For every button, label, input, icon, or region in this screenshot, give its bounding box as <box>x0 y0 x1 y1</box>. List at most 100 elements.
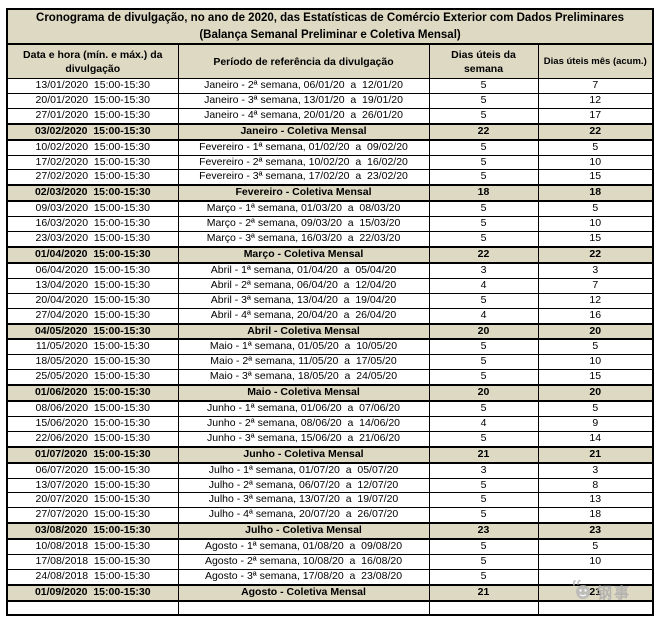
monthly-summary-row: 03/02/2020 15:00-15:30 Janeiro - Coletiva… <box>6 122 654 141</box>
cell-datetime: 03/08/2020 15:00-15:30 <box>6 522 179 541</box>
cell-datetime: 10/02/2020 15:00-15:30 <box>6 139 179 156</box>
cell-month-days: 21 <box>537 583 654 602</box>
weekly-row: 17/02/2020 15:00-15:30 Fevereiro - 2ª sem… <box>6 154 654 171</box>
weekly-row: 20/01/2020 15:00-15:30 Janeiro - 3ª seman… <box>6 92 654 109</box>
column-header-month-days: Dias úteis mês (acum.) <box>537 43 654 79</box>
cell-week-days: 5 <box>428 292 539 309</box>
cell-period: Fevereiro - 2ª semana, 10/02/20 a 16/02/… <box>177 154 430 171</box>
cell-month-days: 8 <box>537 477 654 494</box>
cell-week-days: 5 <box>428 354 539 371</box>
weekly-row: 06/07/2020 15:00-15:30 Julho - 1ª semana,… <box>6 462 654 479</box>
monthly-summary-row: 02/03/2020 15:00-15:30 Fevereiro - Coleti… <box>6 184 654 203</box>
cell-period <box>177 600 430 616</box>
cell-week-days: 5 <box>428 430 539 448</box>
cell-week-days: 5 <box>428 78 539 94</box>
cell-month-days: 21 <box>537 445 654 464</box>
cell-period: Julho - 1ª semana, 01/07/20 a 05/07/20 <box>177 462 430 479</box>
cell-datetime: 02/03/2020 15:00-15:30 <box>6 184 179 203</box>
weekly-row: 09/03/2020 15:00-15:30 Março - 1ª semana,… <box>6 200 654 218</box>
cell-month-days: 9 <box>537 415 654 432</box>
cell-week-days: 5 <box>428 200 539 218</box>
table-body: 13/01/2020 15:00-15:30 Janeiro - 2ª seman… <box>6 78 654 602</box>
cell-week-days: 20 <box>428 384 539 403</box>
weekly-row: 25/05/2020 15:00-15:30 Maio - 3ª semana, … <box>6 369 654 386</box>
cell-month-days: 5 <box>537 538 654 556</box>
monthly-summary-row: 04/05/2020 15:00-15:30 Abril - Coletiva M… <box>6 322 654 341</box>
cell-datetime: 13/04/2020 15:00-15:30 <box>6 277 179 294</box>
cell-month-days: 15 <box>537 369 654 386</box>
disclosure-schedule-table: Cronograma de divulgação, no ano de 2020… <box>6 8 654 616</box>
cell-period: Junho - 2ª semana, 08/06/20 a 14/06/20 <box>177 415 430 432</box>
cell-week-days: 22 <box>428 122 539 141</box>
cell-datetime: 08/06/2020 15:00-15:30 <box>6 400 179 417</box>
cell-month-days: 10 <box>537 554 654 570</box>
cell-week-days: 22 <box>428 245 539 264</box>
cell-period: Abril - 3ª semana, 13/04/20 a 19/04/20 <box>177 292 430 309</box>
cell-week-days: 5 <box>428 507 539 524</box>
cell-week-days: 5 <box>428 369 539 386</box>
cell-week-days: 5 <box>428 107 539 125</box>
weekly-row: 08/06/2020 15:00-15:30 Junho - 1ª semana,… <box>6 400 654 417</box>
cell-datetime: 27/02/2020 15:00-15:30 <box>6 169 179 186</box>
weekly-row: 15/06/2020 15:00-15:30 Junho - 2ª semana,… <box>6 415 654 432</box>
cell-datetime: 17/08/2018 15:00-15:30 <box>6 554 179 570</box>
cell-period: Agosto - 1ª semana, 01/08/20 a 09/08/20 <box>177 538 430 556</box>
cell-datetime: 20/07/2020 15:00-15:30 <box>6 492 179 509</box>
cell-month-days: 20 <box>537 322 654 341</box>
cell-month-days: 3 <box>537 262 654 279</box>
cell-period: Maio - 2ª semana, 11/05/20 a 17/05/20 <box>177 354 430 371</box>
cell-week-days: 5 <box>428 216 539 233</box>
monthly-summary-row: 01/06/2020 15:00-15:30 Maio - Coletiva Me… <box>6 384 654 403</box>
cell-period: Março - Coletiva Mensal <box>177 245 430 264</box>
cell-week-days: 5 <box>428 231 539 248</box>
cell-period: Abril - 1ª semana, 01/04/20 a 05/04/20 <box>177 262 430 279</box>
cell-week-days: 5 <box>428 492 539 509</box>
cell-month-days: 18 <box>537 507 654 524</box>
column-header-datetime: Data e hora (mín. e máx.) da divulgação <box>6 43 179 79</box>
cell-period: Maio - 1ª semana, 01/05/20 a 10/05/20 <box>177 338 430 356</box>
weekly-row: 11/05/2020 15:00-15:30 Maio - 1ª semana, … <box>6 338 654 356</box>
cell-week-days: 21 <box>428 445 539 464</box>
cell-month-days: 13 <box>537 492 654 509</box>
cell-month-days: 14 <box>537 430 654 448</box>
cell-period: Fevereiro - Coletiva Mensal <box>177 184 430 203</box>
cell-month-days: 5 <box>537 338 654 356</box>
cell-week-days: 5 <box>428 477 539 494</box>
cell-datetime: 25/05/2020 15:00-15:30 <box>6 369 179 386</box>
weekly-row: 27/02/2020 15:00-15:30 Fevereiro - 3ª sem… <box>6 169 654 186</box>
cell-period: Janeiro - 3ª semana, 13/01/20 a 19/01/20 <box>177 92 430 109</box>
cell-period: Abril - Coletiva Mensal <box>177 322 430 341</box>
cell-datetime: 13/01/2020 15:00-15:30 <box>6 78 179 94</box>
cell-month-days <box>537 568 654 586</box>
partial-cutoff-row <box>6 600 654 616</box>
cell-period: Julho - 2ª semana, 06/07/20 a 12/07/20 <box>177 477 430 494</box>
cell-month-days: 10 <box>537 216 654 233</box>
cell-datetime: 20/04/2020 15:00-15:30 <box>6 292 179 309</box>
cell-month-days: 5 <box>537 200 654 218</box>
cell-week-days: 5 <box>428 169 539 186</box>
cell-datetime: 01/09/2020 15:00-15:30 <box>6 583 179 602</box>
weekly-row: 17/08/2018 15:00-15:30 Agosto - 2ª semana… <box>6 554 654 570</box>
cell-period: Janeiro - 2ª semana, 06/01/20 a 12/01/20 <box>177 78 430 94</box>
cell-period: Julho - Coletiva Mensal <box>177 522 430 541</box>
cell-month-days: 12 <box>537 92 654 109</box>
cell-week-days: 18 <box>428 184 539 203</box>
title-row: Cronograma de divulgação, no ano de 2020… <box>6 8 654 45</box>
cell-period: Abril - 4ª semana, 20/04/20 a 26/04/20 <box>177 307 430 325</box>
cell-month-days: 10 <box>537 354 654 371</box>
cell-week-days: 5 <box>428 154 539 171</box>
table-title-line1: Cronograma de divulgação, no ano de 2020… <box>36 12 625 24</box>
monthly-summary-row: 01/09/2020 15:00-15:30 Agosto - Coletiva … <box>6 583 654 602</box>
weekly-row: 10/02/2020 15:00-15:30 Fevereiro - 1ª sem… <box>6 139 654 156</box>
cell-period: Agosto - 2ª semana, 10/08/20 a 16/08/20 <box>177 554 430 570</box>
cell-month-days: 18 <box>537 184 654 203</box>
cell-datetime: 13/07/2020 15:00-15:30 <box>6 477 179 494</box>
cell-month-days: 22 <box>537 245 654 264</box>
monthly-summary-row: 01/04/2020 15:00-15:30 Março - Coletiva M… <box>6 245 654 264</box>
cell-period: Março - 3ª semana, 16/03/20 a 22/03/20 <box>177 231 430 248</box>
cell-datetime: 01/04/2020 15:00-15:30 <box>6 245 179 264</box>
cell-week-days: 5 <box>428 92 539 109</box>
cell-datetime: 17/02/2020 15:00-15:30 <box>6 154 179 171</box>
cell-period: Fevereiro - 3ª semana, 17/02/20 a 23/02/… <box>177 169 430 186</box>
cell-month-days <box>537 600 654 616</box>
